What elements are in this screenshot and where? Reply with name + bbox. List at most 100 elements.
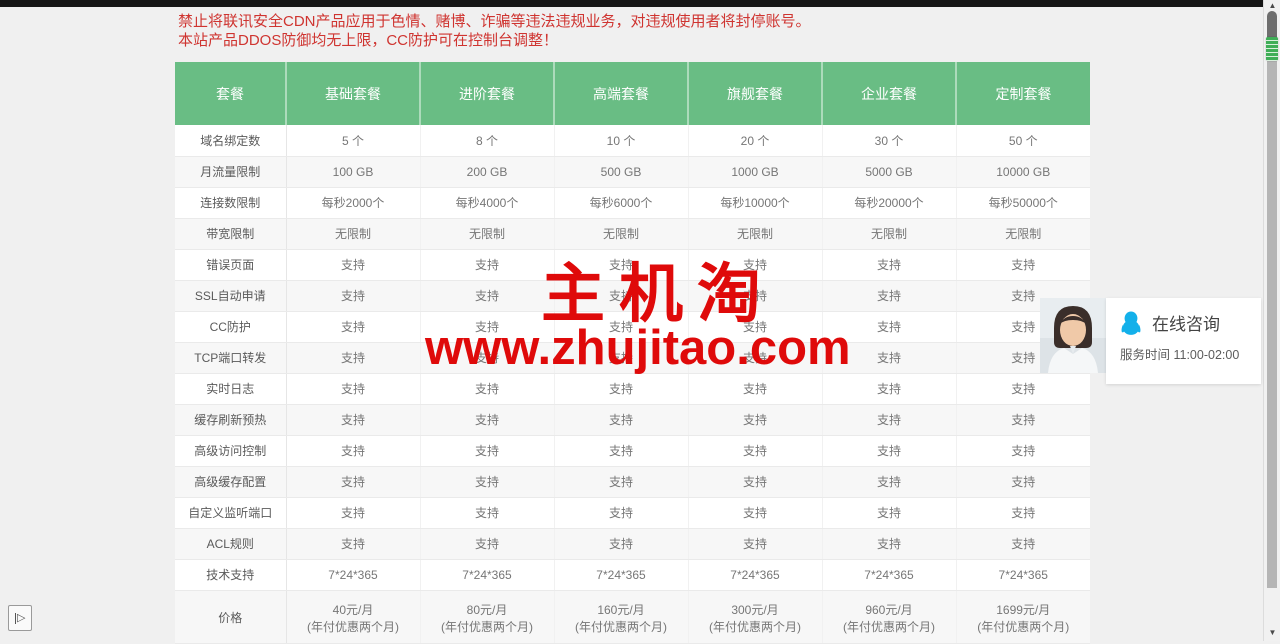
row-label: 带宽限制 [175,218,287,250]
table-cell: 每秒50000个 [956,187,1090,219]
column-header: 高端套餐 [554,62,689,125]
table-cell: 每秒4000个 [420,187,555,219]
table-cell: 支持 [822,280,957,312]
table-cell: 支持 [822,528,957,560]
row-label: 高级缓存配置 [175,466,287,498]
table-cell: 无限制 [286,218,421,250]
table-cell: 支持 [688,280,823,312]
table-cell: 支持 [554,404,689,436]
table-cell: 支持 [420,311,555,343]
table-cell: 支持 [688,311,823,343]
expand-toggle-button[interactable]: ▷ [8,605,32,631]
table-cell: 支持 [420,373,555,405]
warning-text: 禁止将联讯安全CDN产品应用于色情、赌博、诈骗等违法违规业务，对违规使用者将封停… [178,12,978,50]
table-cell: 支持 [688,435,823,467]
table-cell: 每秒6000个 [554,187,689,219]
table-cell: 支持 [822,249,957,281]
table-cell: 支持 [554,249,689,281]
table-row: 自定义监听端口 支持 支持 支持 支持 支持 支持 [175,497,1090,529]
support-agent-photo-image [1040,298,1106,373]
table-cell: 960元/月 (年付优惠两个月) [822,590,957,644]
table-cell: 支持 [822,435,957,467]
table-row: 连接数限制 每秒2000个 每秒4000个 每秒6000个 每秒10000个 每秒2000… [175,187,1090,219]
scrollbar-track[interactable] [1267,56,1277,588]
table-cell: 无限制 [688,218,823,250]
table-cell: 无限制 [822,218,957,250]
table-row: 价格 40元/月 (年付优惠两个月) 80元/月 (年付优惠两个月) 160元/月 (年付优… [175,590,1090,644]
table-cell: 支持 [286,311,421,343]
qq-penguin-icon [1121,311,1141,335]
column-header: 基础套餐 [286,62,421,125]
chat-title: 在线咨询 [1152,315,1220,334]
table-cell: 无限制 [420,218,555,250]
table-cell: 支持 [956,466,1090,498]
scrollbar-green-marker [1266,37,1278,61]
scrollbar-up-arrow-icon[interactable]: ▲ [1268,1,1277,10]
table-cell: 支持 [286,404,421,436]
scrollbar-down-arrow-icon[interactable]: ▼ [1268,628,1277,637]
chat-service-time: 服务时间 11:00-02:00 [1120,348,1240,362]
table-cell: 每秒10000个 [688,187,823,219]
table-cell: 无限制 [554,218,689,250]
row-label: TCP端口转发 [175,342,287,374]
table-cell: 7*24*365 [822,559,957,591]
table-cell: 20 个 [688,125,823,157]
table-cell: 支持 [688,249,823,281]
table-cell: 支持 [420,280,555,312]
table-cell: 支持 [420,497,555,529]
row-label: 错误页面 [175,249,287,281]
table-cell: 1699元/月 (年付优惠两个月) [956,590,1090,644]
table-cell: 支持 [286,497,421,529]
table-cell: 支持 [956,497,1090,529]
row-label: CC防护 [175,311,287,343]
online-chat-widget[interactable]: 在线咨询 服务时间 11:00-02:00 [1040,298,1261,384]
table-cell: 每秒20000个 [822,187,957,219]
table-cell: 支持 [956,435,1090,467]
row-label: 月流量限制 [175,156,287,188]
table-row: 高级缓存配置 支持 支持 支持 支持 支持 支持 [175,466,1090,498]
table-cell: 7*24*365 [286,559,421,591]
column-header: 定制套餐 [956,62,1090,125]
column-header: 套餐 [175,62,287,125]
column-header: 企业套餐 [822,62,957,125]
table-row: 高级访问控制 支持 支持 支持 支持 支持 支持 [175,435,1090,467]
chat-panel[interactable]: 在线咨询 服务时间 11:00-02:00 [1106,298,1261,384]
table-cell: 支持 [956,373,1090,405]
table-cell: 无限制 [956,218,1090,250]
table-row: 带宽限制 无限制 无限制 无限制 无限制 无限制 无限制 [175,218,1090,250]
support-agent-photo [1040,298,1106,373]
row-label: 高级访问控制 [175,435,287,467]
page-scrollbar[interactable]: ▲ ▼ [1263,0,1280,641]
expander-arrow-icon: ▷ [17,611,26,624]
row-label: 实时日志 [175,373,287,405]
table-cell: 500 GB [554,156,689,188]
table-row: 缓存刷新预热 支持 支持 支持 支持 支持 支持 [175,404,1090,436]
row-label: SSL自动申请 [175,280,287,312]
warning-line-2: 本站产品DDOS防御均无上限，CC防护可在控制台调整！ [178,32,559,49]
table-row: CC防护 支持 支持 支持 支持 支持 支持 [175,311,1090,343]
table-cell: 支持 [688,404,823,436]
table-cell: 支持 [286,435,421,467]
table-cell: 支持 [554,466,689,498]
table-row: 错误页面 支持 支持 支持 支持 支持 支持 [175,249,1090,281]
table-cell: 支持 [420,249,555,281]
table-cell: 支持 [688,342,823,374]
table-cell: 每秒2000个 [286,187,421,219]
table-cell: 支持 [822,311,957,343]
top-black-bar [0,0,1263,7]
table-cell: 支持 [554,280,689,312]
table-cell: 80元/月 (年付优惠两个月) [420,590,555,644]
table-cell: 7*24*365 [554,559,689,591]
row-label: 域名绑定数 [175,125,287,157]
table-cell: 30 个 [822,125,957,157]
table-cell: 5 个 [286,125,421,157]
table-cell: 支持 [688,497,823,529]
table-cell: 支持 [822,342,957,374]
table-cell: 支持 [286,528,421,560]
table-cell: 160元/月 (年付优惠两个月) [554,590,689,644]
table-cell: 200 GB [420,156,555,188]
scrollbar-thumb[interactable] [1267,11,1277,55]
